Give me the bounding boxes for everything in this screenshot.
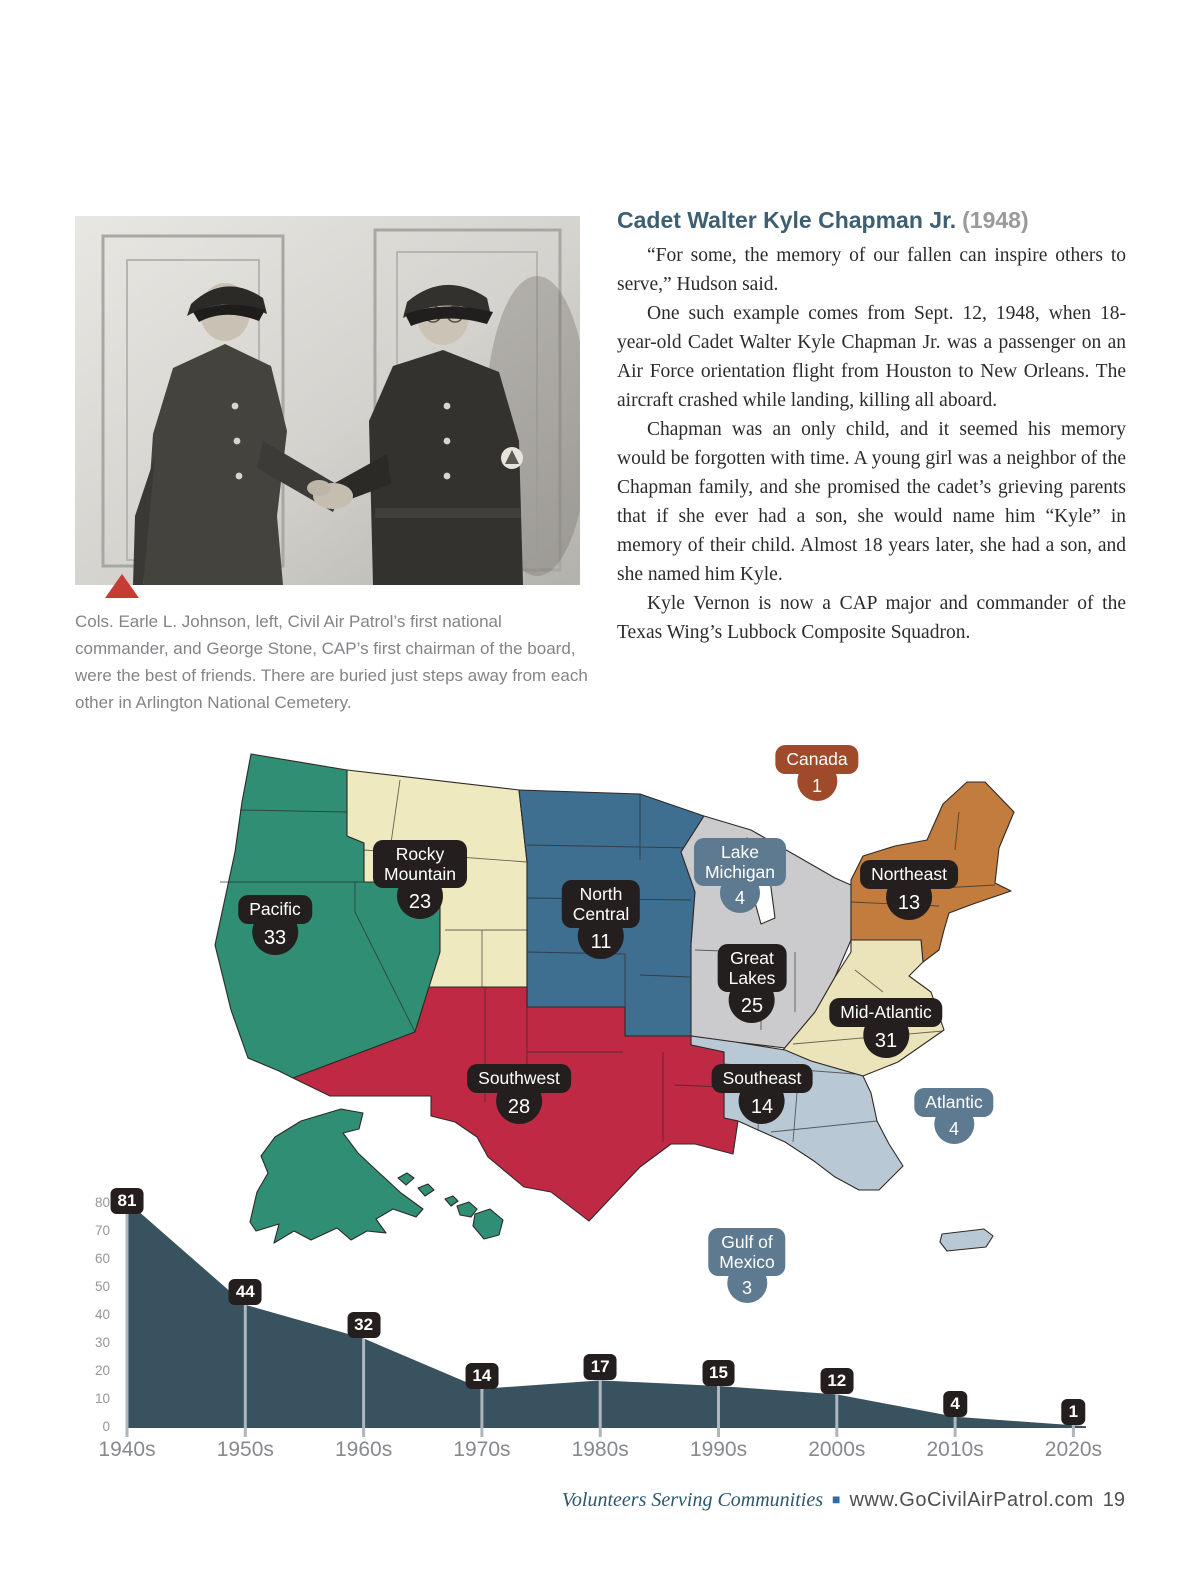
photo-left-officer (133, 283, 343, 585)
region-pin-label: Great Lakes (717, 944, 787, 993)
photo-caption: Cols. Earle L. Johnson, left, Civil Air … (75, 612, 588, 712)
photo-handshake (75, 216, 580, 585)
chart-y-axis-label: 10 (94, 1391, 110, 1406)
footer-separator-square-icon: ■ (832, 1491, 841, 1507)
region-pin-label: Mid-Atlantic (829, 998, 943, 1027)
region-pin-label: Lake Michigan (693, 838, 787, 887)
map-pin-canada: Canada 1 (775, 745, 859, 801)
chart-x-axis-label: 1940s (98, 1438, 156, 1461)
region-pin-label: North Central (561, 880, 641, 929)
footer-tagline: Volunteers Serving Communities (561, 1489, 824, 1511)
map-pin-pacific: Pacific 33 (238, 895, 312, 955)
map-pin-lake-michigan: Lake Michigan 4 (693, 838, 787, 914)
chart-x-axis-label: 1990s (689, 1438, 748, 1461)
region-alaska (249, 1108, 424, 1244)
chart-y-axis-label: 50 (94, 1279, 110, 1294)
chart-y-axis-label: 40 (94, 1307, 110, 1322)
chart-y-axis-label: 70 (94, 1223, 110, 1238)
cap-insignia-patch (501, 447, 523, 469)
chart-y-axis-label: 0 (102, 1419, 110, 1434)
chart-x-axis-label: 1970s (453, 1438, 511, 1461)
photo-right-officer (327, 284, 523, 585)
map-pin-rocky-mountain: Rocky Mountain 23 (373, 840, 467, 920)
chart-value-label: 32 (347, 1312, 381, 1338)
map-pin-north-central: North Central 11 (561, 880, 641, 960)
chart-y-axis-label: 60 (94, 1251, 110, 1266)
map-pin-southwest: Southwest 28 (467, 1064, 571, 1124)
article-title: Cadet Walter Kyle Chapman Jr. (617, 207, 957, 233)
article-headline: Cadet Walter Kyle Chapman Jr. (1948) (617, 207, 1137, 234)
article-paragraph: Chapman was an only child, and it seemed… (617, 419, 1126, 585)
chart-value-label: 12 (820, 1368, 854, 1394)
chart-y-axis-label: 30 (94, 1335, 110, 1350)
region-pin-label: Northeast (860, 860, 958, 889)
map-pin-northeast: Northeast 13 (860, 860, 958, 920)
article-paragraph: One such example comes from Sept. 12, 19… (617, 303, 1126, 411)
chart-value-label: 17 (583, 1354, 617, 1380)
region-pin-label: Southeast (711, 1064, 813, 1093)
map-pin-mid-atlantic: Mid-Atlantic 31 (829, 998, 943, 1058)
chart-value-label: 81 (110, 1188, 144, 1214)
map-pin-gulf-of-mexico: Gulf of Mexico 3 (708, 1228, 786, 1304)
region-pin-label: Pacific (238, 895, 312, 924)
chart-x-axis-label: 1950s (216, 1438, 274, 1461)
chart-x-axis-label: 2020s (1044, 1438, 1102, 1461)
article-title-year: (1948) (962, 207, 1029, 233)
chart-y-axis-label: 80 (94, 1195, 110, 1210)
chart-value-label: 4 (943, 1391, 967, 1417)
article-paragraph: “For some, the memory of our fallen can … (617, 245, 1126, 295)
region-pin-label: Southwest (467, 1064, 571, 1093)
map-pin-great-lakes: Great Lakes 25 (717, 944, 787, 1024)
chart-value-label: 15 (702, 1360, 735, 1386)
footer-page-number: 19 (1102, 1489, 1125, 1511)
caption-pointer-triangle (105, 574, 139, 598)
article-body: “For some, the memory of our fallen can … (617, 241, 1126, 647)
region-pin-label: Gulf of Mexico (708, 1228, 786, 1277)
chart-x-axis-label: 2000s (808, 1438, 866, 1461)
region-puerto-rico (939, 1228, 994, 1252)
map-pin-southeast: Southeast 14 (711, 1064, 813, 1124)
chart-x-axis-label: 2010s (926, 1438, 984, 1461)
region-pin-label: Atlantic (914, 1088, 994, 1117)
photo-handshake-hands (307, 480, 353, 509)
region-pin-label: Canada (775, 745, 859, 774)
chart-x-axis-label: 1980s (571, 1438, 629, 1461)
page-footer: Volunteers Serving Communities ■ www.GoC… (562, 1489, 1125, 1512)
region-pin-label: Rocky Mountain (373, 840, 467, 889)
article-paragraph: Kyle Vernon is now a CAP major and comma… (617, 593, 1126, 643)
footer-url: www.GoCivilAirPatrol.com (849, 1489, 1094, 1511)
chart-x-axis-label: 1960s (334, 1438, 393, 1461)
chart-value-label: 14 (465, 1363, 499, 1389)
chart-y-axis-label: 20 (94, 1363, 110, 1378)
map-pin-atlantic: Atlantic 4 (914, 1088, 994, 1144)
chart-value-label: 1 (1061, 1399, 1086, 1425)
